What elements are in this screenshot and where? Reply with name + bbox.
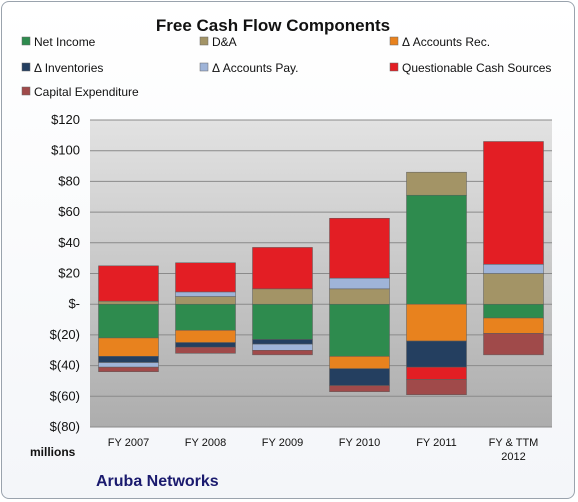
bar-segment bbox=[98, 362, 159, 368]
bar-segment bbox=[252, 288, 313, 305]
legend-swatch bbox=[21, 62, 31, 72]
y-unit-label: millions bbox=[30, 445, 76, 459]
y-tick-label: $120 bbox=[51, 112, 80, 127]
bar-segment bbox=[329, 356, 390, 369]
bar-segment bbox=[98, 303, 159, 339]
bar-segment bbox=[483, 273, 544, 305]
bar-segment bbox=[329, 277, 390, 290]
bars bbox=[98, 141, 544, 396]
bar-segment bbox=[406, 194, 467, 305]
legend-swatch bbox=[21, 86, 31, 96]
legend-swatch bbox=[389, 36, 399, 46]
bar-segment bbox=[98, 337, 159, 357]
bar-segment bbox=[98, 366, 159, 372]
x-axis: FY 2007 FY 2008 FY 2009 FY 2010 FY 2011 FY & … bbox=[108, 437, 539, 463]
x-tick-label: FY 2008 bbox=[185, 437, 226, 449]
bar-segment bbox=[175, 346, 236, 354]
bar-segment bbox=[406, 171, 467, 196]
bar-segment bbox=[406, 379, 467, 396]
y-tick-label: $(80) bbox=[50, 419, 80, 434]
legend-swatch bbox=[21, 36, 31, 46]
y-tick-label: $40 bbox=[58, 235, 80, 250]
x-tick-label: FY 2009 bbox=[262, 437, 303, 449]
y-tick-label: $- bbox=[68, 296, 80, 311]
bar-segment bbox=[98, 300, 159, 305]
bar-segment bbox=[329, 217, 390, 279]
legend-label: Δ Inventories bbox=[34, 61, 103, 75]
bar-segment bbox=[329, 288, 390, 305]
bar-segment bbox=[252, 303, 313, 340]
y-tick-label: $80 bbox=[58, 173, 80, 188]
bar-segment bbox=[98, 356, 159, 363]
x-tick-label: FY & TTM 2012 bbox=[489, 437, 539, 463]
y-tick-label: $20 bbox=[58, 266, 80, 281]
y-tick-label: $60 bbox=[58, 204, 80, 219]
legend-swatch bbox=[199, 62, 209, 72]
bar-segment bbox=[329, 385, 390, 392]
bar-segment bbox=[483, 333, 544, 356]
bar-segment bbox=[483, 264, 544, 274]
legend-label: D&A bbox=[212, 35, 237, 49]
bar-segment bbox=[175, 303, 236, 331]
bar-segment bbox=[252, 247, 313, 290]
bar-segment bbox=[175, 291, 236, 297]
legend-swatch bbox=[199, 36, 209, 46]
gridlines bbox=[90, 119, 552, 428]
chart-title: Free Cash Flow Components bbox=[156, 16, 390, 35]
legend-label: Δ Accounts Rec. bbox=[402, 35, 490, 49]
bar-segment bbox=[175, 262, 236, 293]
bar-segment bbox=[98, 265, 159, 302]
bar-segment bbox=[406, 366, 467, 380]
bar-segment bbox=[329, 303, 390, 357]
bar-segment bbox=[252, 350, 313, 356]
bar-segment bbox=[175, 342, 236, 348]
x-tick-label: FY 2011 bbox=[416, 437, 457, 449]
y-axis: $(80) $(60) $(40) $(20) $- $20 $40 $60 $80 $100 $1… bbox=[50, 112, 80, 434]
company-label: Aruba Networks bbox=[96, 473, 219, 490]
legend-label: Net Income bbox=[34, 35, 96, 49]
x-tick-label: FY 2010 bbox=[339, 437, 380, 449]
bar-segment bbox=[406, 340, 467, 368]
bar-segment bbox=[483, 141, 544, 265]
x-tick-label: FY 2007 bbox=[108, 437, 149, 449]
bar-segment bbox=[252, 343, 313, 351]
bar-segment bbox=[329, 368, 390, 386]
bar-segment bbox=[252, 339, 313, 345]
y-tick-label: $100 bbox=[51, 143, 80, 158]
bar-segment bbox=[406, 303, 467, 342]
bar-segment bbox=[483, 317, 544, 334]
y-tick-label: $(20) bbox=[50, 327, 80, 342]
legend-label: Δ Accounts Pay. bbox=[212, 61, 299, 75]
y-tick-label: $(40) bbox=[50, 358, 80, 373]
legend-label: Questionable Cash Sources bbox=[402, 61, 551, 75]
y-tick-label: $(60) bbox=[50, 388, 80, 403]
legend-swatch bbox=[389, 62, 399, 72]
bar-segment bbox=[175, 296, 236, 305]
legend-label: Capital Expenditure bbox=[34, 85, 139, 99]
bar-segment bbox=[175, 330, 236, 343]
bar-segment bbox=[483, 303, 544, 319]
chart-legend: Net Income D&A Δ Accounts Rec. Δ Inventorie… bbox=[21, 35, 551, 99]
